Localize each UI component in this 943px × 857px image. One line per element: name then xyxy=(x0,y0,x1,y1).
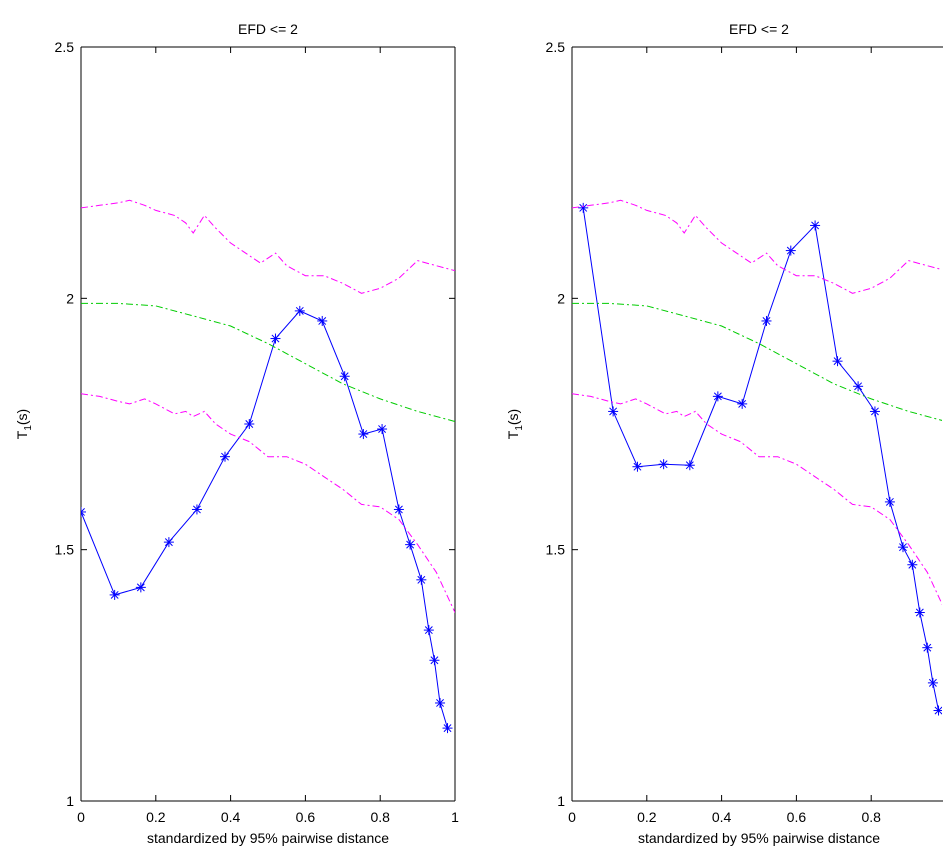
x-tick-label: 1 xyxy=(451,809,459,825)
series-line-observed xyxy=(81,311,448,728)
series-line-lower-envelope xyxy=(572,394,943,613)
y-tick-label: 2 xyxy=(66,290,74,306)
data-point-marker xyxy=(632,462,642,472)
x-tick-label: 0.4 xyxy=(712,809,732,825)
data-point-marker xyxy=(192,504,202,514)
data-point-marker xyxy=(164,537,174,547)
data-point-marker xyxy=(685,460,695,470)
data-point-marker xyxy=(220,452,230,462)
data-point-marker xyxy=(435,698,445,708)
data-point-marker xyxy=(340,371,350,381)
data-point-marker xyxy=(713,391,723,401)
x-axis-label: standardized by 95% pairwise distance xyxy=(638,830,880,846)
data-point-marker xyxy=(443,723,453,733)
left-plot-panel: 0 0.2 0.4 0.6 0.8 1 1 1.5 2 2.5 EFD <= 2 standardiz… xyxy=(14,21,459,846)
x-tick-label: 0.6 xyxy=(296,809,316,825)
plot-area xyxy=(76,200,455,733)
data-point-marker xyxy=(394,504,404,514)
data-point-marker xyxy=(898,542,908,552)
data-point-marker xyxy=(934,706,943,716)
data-point-marker xyxy=(885,497,895,507)
y-axis-label: T1(s) xyxy=(505,409,525,439)
series-line-lower-envelope xyxy=(81,394,455,613)
series-line-upper-envelope xyxy=(572,200,943,293)
data-point-marker xyxy=(429,655,439,665)
data-point-marker xyxy=(737,399,747,409)
data-point-marker xyxy=(424,625,434,635)
x-tick-label: 0.2 xyxy=(146,809,166,825)
data-point-marker xyxy=(761,316,771,326)
data-point-marker xyxy=(377,424,387,434)
data-point-marker xyxy=(833,356,843,366)
panel-title: EFD <= 2 xyxy=(238,21,298,37)
data-point-marker xyxy=(922,643,932,653)
data-point-marker xyxy=(928,678,938,688)
series-line-observed xyxy=(583,208,938,711)
y-tick-label: 1.5 xyxy=(55,542,75,558)
y-tick-label: 1 xyxy=(557,793,565,809)
data-point-marker xyxy=(786,246,796,256)
data-point-marker xyxy=(608,406,618,416)
data-point-marker xyxy=(405,540,415,550)
plot-area xyxy=(572,200,943,715)
data-point-marker xyxy=(810,220,820,230)
data-point-marker xyxy=(270,334,280,344)
y-tick-label: 2 xyxy=(557,290,565,306)
x-axis-label: standardized by 95% pairwise distance xyxy=(147,830,389,846)
x-tick-label: 0.8 xyxy=(861,809,881,825)
y-tick-label: 2.5 xyxy=(55,39,75,55)
data-point-marker xyxy=(317,316,327,326)
y-tick-label: 2.5 xyxy=(546,39,566,55)
panel-title: EFD <= 2 xyxy=(729,21,789,37)
data-point-marker xyxy=(244,419,254,429)
data-point-marker xyxy=(578,203,588,213)
x-tick-label: 0.8 xyxy=(370,809,390,825)
x-tick-label: 0 xyxy=(568,809,576,825)
data-point-marker xyxy=(907,560,917,570)
data-point-marker xyxy=(870,406,880,416)
y-axis-label: T1(s) xyxy=(14,409,34,439)
x-tick-label: 0.2 xyxy=(637,809,657,825)
data-point-marker xyxy=(853,381,863,391)
x-tick-label: 0 xyxy=(77,809,85,825)
data-point-marker xyxy=(110,590,120,600)
data-point-marker xyxy=(76,507,86,517)
data-point-marker xyxy=(358,429,368,439)
x-tick-label: 0.4 xyxy=(221,809,241,825)
data-point-marker xyxy=(416,575,426,585)
data-point-marker xyxy=(659,459,669,469)
y-tick-label: 1.5 xyxy=(546,542,566,558)
data-point-marker xyxy=(915,608,925,618)
data-point-marker xyxy=(295,306,305,316)
series-line-upper-envelope xyxy=(81,200,455,293)
series-line-mean xyxy=(572,303,943,421)
y-tick-label: 1 xyxy=(66,793,74,809)
data-point-marker xyxy=(136,582,146,592)
x-tick-label: 0.6 xyxy=(787,809,807,825)
